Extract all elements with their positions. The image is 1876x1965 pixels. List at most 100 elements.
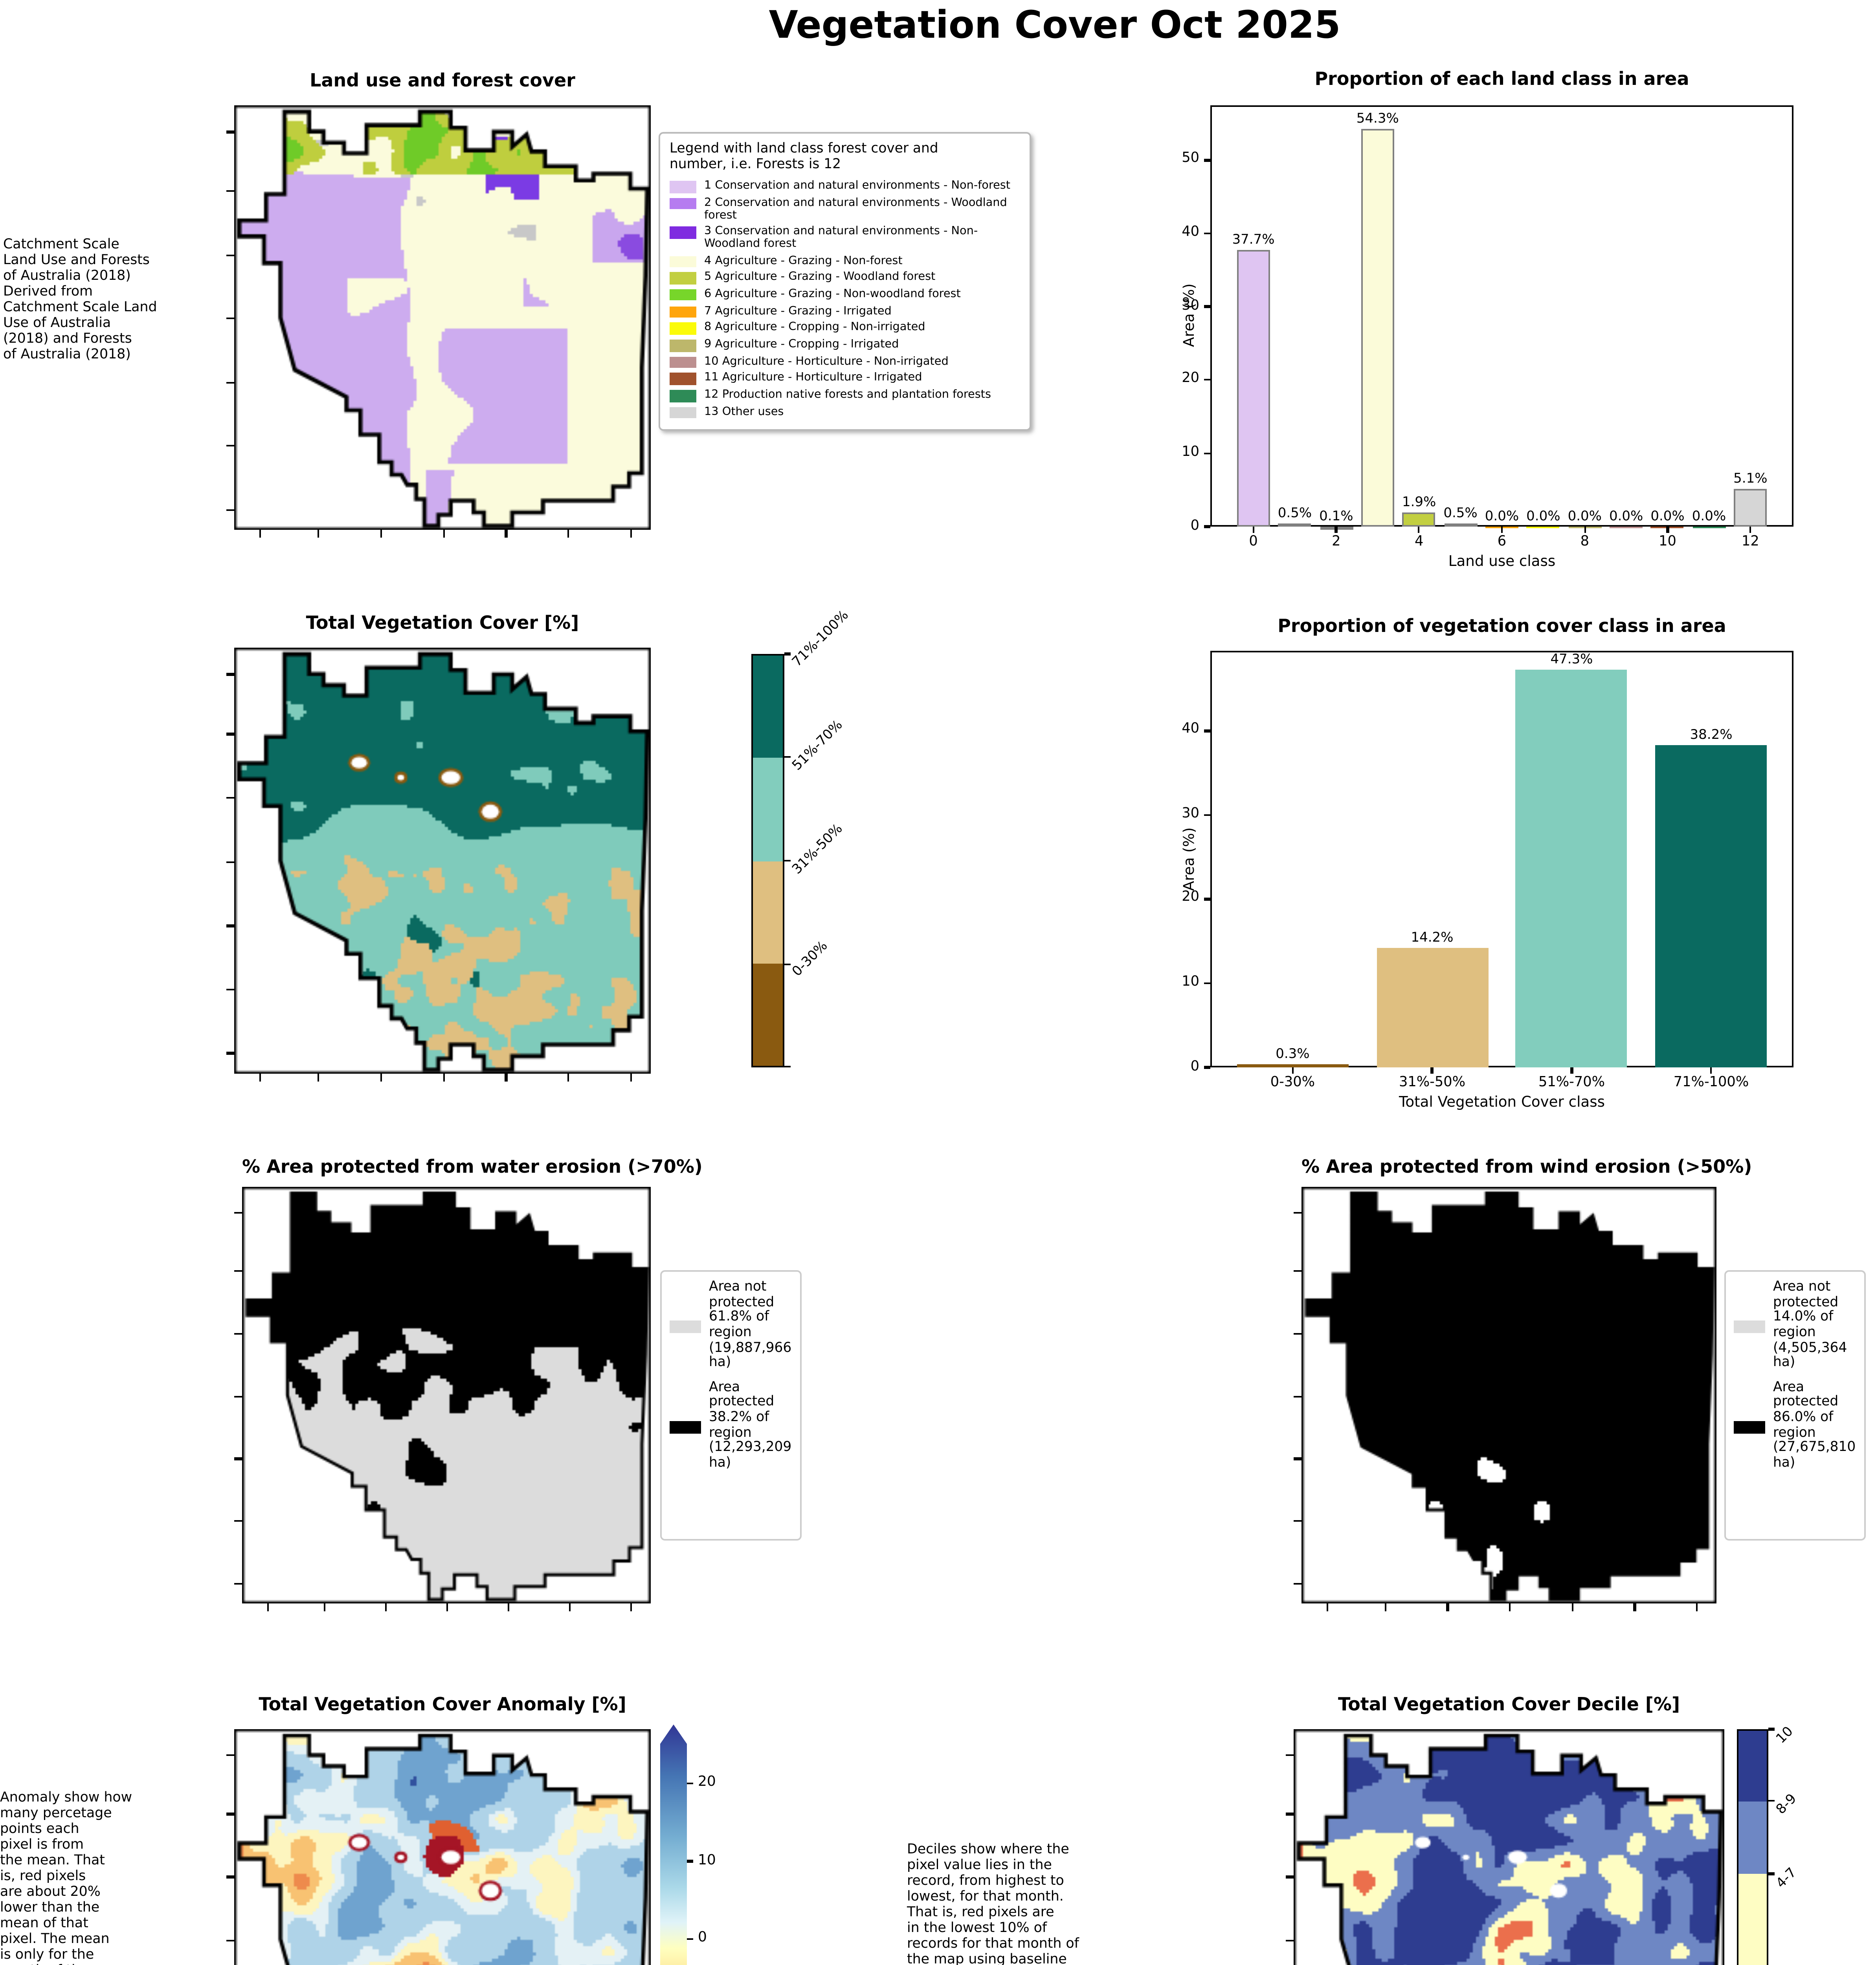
x-tick: [1584, 527, 1586, 533]
map-axis-tick: [234, 1270, 242, 1273]
colorbar-tick-label: 0: [698, 1930, 707, 1946]
colorbar-tick: [687, 1938, 693, 1940]
anomaly-side-note: Anomaly show how many percetage points e…: [0, 1791, 132, 1965]
map-axis-tick: [1286, 1754, 1294, 1757]
x-tick-label: 51%-70%: [1538, 1075, 1605, 1091]
map-axis-tick: [1571, 1603, 1573, 1611]
legend-label: 10 Agriculture - Horticulture - Non-irri…: [704, 353, 949, 367]
x-tick: [1291, 1067, 1294, 1074]
erosion-legend-label: Area not protected 14.0% of region (4,50…: [1773, 1280, 1847, 1371]
erosion-legend-item: Area protected 86.0% of region (27,675,8…: [1734, 1380, 1856, 1472]
bar-value-label: 14.2%: [1411, 930, 1454, 946]
bar-value-label: 37.7%: [1232, 233, 1275, 249]
map-axis-tick: [1286, 1939, 1294, 1941]
colorbar-tick-label: 20: [698, 1775, 716, 1791]
landclass-chart-plot-area: [1210, 105, 1793, 527]
anomaly-map: [226, 1729, 651, 1965]
legend-item: 2 Conservation and natural environments …: [670, 196, 1020, 222]
legend-label: 4 Agriculture - Grazing - Non-forest: [704, 252, 903, 267]
legend-item: 10 Agriculture - Horticulture - Non-irri…: [670, 353, 1020, 368]
map-axis-tick: [318, 530, 320, 538]
legend-label: 13 Other uses: [704, 404, 784, 418]
map-axis-tick: [266, 1603, 269, 1611]
map-axis-tick: [380, 1074, 382, 1082]
map-axis-tick: [226, 254, 234, 256]
legend-label: 12 Production native forests and plantat…: [704, 387, 991, 401]
erosion-legend-label: Area protected 86.0% of region (27,675,8…: [1773, 1380, 1856, 1471]
bar-value-label: 0.0%: [1568, 509, 1602, 525]
bar-value-label: 0.3%: [1276, 1047, 1310, 1063]
x-tick: [1431, 1067, 1434, 1074]
landuse-legend: Legend with land class forest cover and …: [659, 132, 1031, 432]
x-tick-label: 2: [1332, 534, 1341, 550]
colorbar-segment: [753, 861, 783, 963]
map-axis-tick: [226, 318, 234, 320]
colorbar-tick: [1768, 1728, 1775, 1730]
landuse-legend-title: Legend with land class forest cover and …: [670, 141, 938, 173]
map-axis-tick: [1294, 1520, 1301, 1522]
map-axis-tick: [1294, 1458, 1301, 1460]
map-axis-tick: [508, 1603, 510, 1611]
colorbar-tick: [784, 1065, 791, 1067]
legend-swatch: [670, 289, 696, 301]
map-axis-tick: [567, 1074, 570, 1082]
bar-value-label: 0.0%: [1609, 509, 1643, 525]
map-axis-tick: [1294, 1270, 1301, 1273]
bar-value-label: 0.0%: [1485, 509, 1519, 525]
map-axis-tick: [324, 1603, 326, 1611]
colorbar-tick: [784, 859, 791, 862]
colorbar-tick-label: 8-9: [1773, 1792, 1801, 1819]
colorbar-tick-label: 0-30%: [789, 939, 832, 981]
bar-value-label: 0.0%: [1650, 509, 1685, 525]
legend-item: 13 Other uses: [670, 404, 1020, 419]
y-tick-label: 20: [1182, 890, 1199, 906]
colorbar-segment: [1738, 1731, 1767, 1802]
legend-label: 6 Agriculture - Grazing - Non-woodland f…: [704, 286, 961, 300]
legend-swatch: [670, 306, 696, 318]
map-axis-tick: [226, 445, 234, 447]
colorbar-segment: [1738, 1874, 1767, 1965]
vegclass-chart-plot-area: [1210, 651, 1793, 1067]
y-tick-label: 30: [1182, 298, 1199, 314]
colorbar-tick: [784, 653, 791, 655]
x-tick: [1749, 527, 1752, 533]
bar: [1655, 746, 1767, 1067]
x-tick: [1501, 527, 1503, 533]
legend-item: 12 Production native forests and plantat…: [670, 387, 1020, 402]
water-erosion-canvas: [242, 1187, 651, 1603]
y-tick-label: 40: [1182, 225, 1199, 241]
anomaly-map-title: Total Vegetation Cover Anomaly [%]: [259, 1693, 626, 1715]
decile-colorbar: [1737, 1729, 1768, 1965]
map-axis-tick: [1286, 1876, 1294, 1879]
x-tick-label: 0-30%: [1270, 1075, 1315, 1091]
y-tick: [1204, 898, 1210, 900]
bar-value-label: 0.1%: [1319, 509, 1353, 525]
legend-label: 7 Agriculture - Grazing - Irrigated: [704, 303, 892, 317]
map-axis-tick: [226, 861, 234, 863]
map-axis-tick: [226, 797, 234, 799]
map-axis-tick: [630, 1603, 633, 1611]
colorbar-segment: [753, 656, 783, 758]
landuse-side-note: Catchment Scale Land Use and Forests of …: [3, 237, 157, 363]
y-tick: [1204, 452, 1210, 455]
x-tick-label: 31%-50%: [1399, 1075, 1466, 1091]
map-axis-tick: [226, 130, 234, 133]
x-tick-label: 8: [1580, 534, 1589, 550]
bar-value-label: 38.2%: [1690, 728, 1733, 744]
legend-swatch: [670, 407, 696, 419]
y-tick: [1204, 982, 1210, 984]
wind-erosion-map: [1294, 1187, 1716, 1611]
vegcover-map-canvas: [234, 648, 651, 1074]
colorbar-tick-label: 51%-70%: [789, 717, 846, 774]
bar-value-label: 5.1%: [1733, 472, 1768, 488]
bar: [1237, 1065, 1349, 1067]
colorbar-tick: [784, 756, 791, 758]
landclass-chart-title: Proportion of each land class in area: [1314, 68, 1689, 90]
bar-value-label: 0.0%: [1692, 509, 1726, 525]
y-tick-label: 10: [1182, 444, 1199, 461]
x-tick-label: 0: [1249, 534, 1258, 550]
map-axis-tick: [1446, 1603, 1449, 1611]
bar-value-label: 54.3%: [1356, 111, 1399, 127]
map-axis-tick: [1633, 1603, 1636, 1611]
legend-label: 1 Conservation and natural environments …: [704, 178, 1011, 193]
